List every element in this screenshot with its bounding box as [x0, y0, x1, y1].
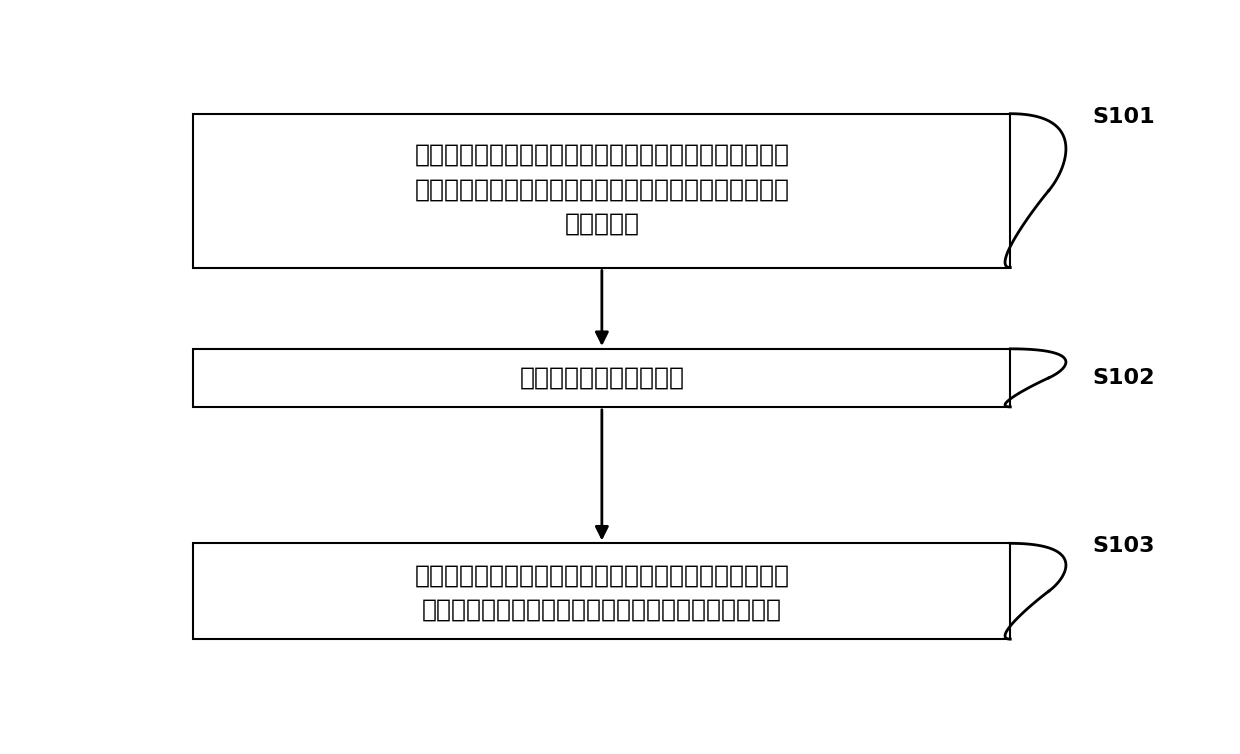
FancyBboxPatch shape [193, 544, 1011, 639]
Text: 当输入法组件截取到触摸键盘进程的窗口消息时，通过个
性化键盘控制模块对触屏终端的触摸键盘窗口进行控制: 当输入法组件截取到触摸键盘进程的窗口消息时，通过个 性化键盘控制模块对触屏终端的… [414, 563, 790, 622]
Text: S102: S102 [1092, 368, 1154, 388]
Text: 加载个性化键盘控制模块: 加载个性化键盘控制模块 [520, 366, 684, 390]
Text: S101: S101 [1092, 106, 1154, 127]
FancyBboxPatch shape [193, 349, 1011, 407]
FancyBboxPatch shape [193, 114, 1011, 268]
Text: 根据用户的触发指令在触屏终端系统的触摸键盘进程中注
入输入法组件，其中，输入法组件用于截取触摸键盘进程
的窗口消息: 根据用户的触发指令在触屏终端系统的触摸键盘进程中注 入输入法组件，其中，输入法组… [414, 143, 790, 236]
Text: S103: S103 [1092, 536, 1154, 556]
